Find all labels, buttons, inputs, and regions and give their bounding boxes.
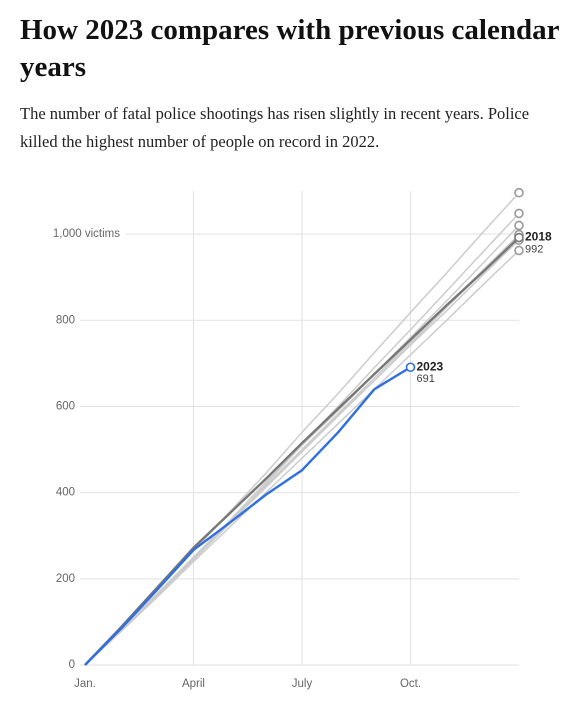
end-point: [514, 187, 524, 198]
y-tick-label: 400: [56, 487, 75, 499]
end-point: [514, 208, 524, 219]
value-label: 691: [417, 373, 435, 385]
chart-title: How 2023 compares with previous calendar…: [20, 14, 559, 83]
y-tick-label: 0: [69, 659, 75, 671]
y-tick-label: 200: [56, 573, 75, 585]
y-tick-label: 1,000 victims: [53, 228, 120, 240]
series-line: [84, 249, 520, 666]
chart-subtitle: The number of fatal police shootings has…: [20, 104, 530, 151]
end-point: [514, 245, 524, 256]
x-tick-label: July: [292, 678, 313, 690]
series-line: [84, 236, 520, 666]
end-point: [405, 362, 416, 373]
y-tick-label: 800: [56, 314, 75, 326]
x-tick-label: April: [182, 678, 205, 690]
series-label: 2018: [525, 230, 552, 244]
x-tick-label: Oct.: [400, 678, 421, 690]
value-label: 992: [525, 243, 543, 255]
series-label: 2023: [417, 359, 444, 373]
x-tick-label: Jan.: [74, 678, 96, 690]
y-tick-label: 600: [56, 400, 75, 412]
end-point: [514, 232, 524, 243]
series-line: [84, 366, 412, 666]
end-point: [514, 220, 524, 231]
